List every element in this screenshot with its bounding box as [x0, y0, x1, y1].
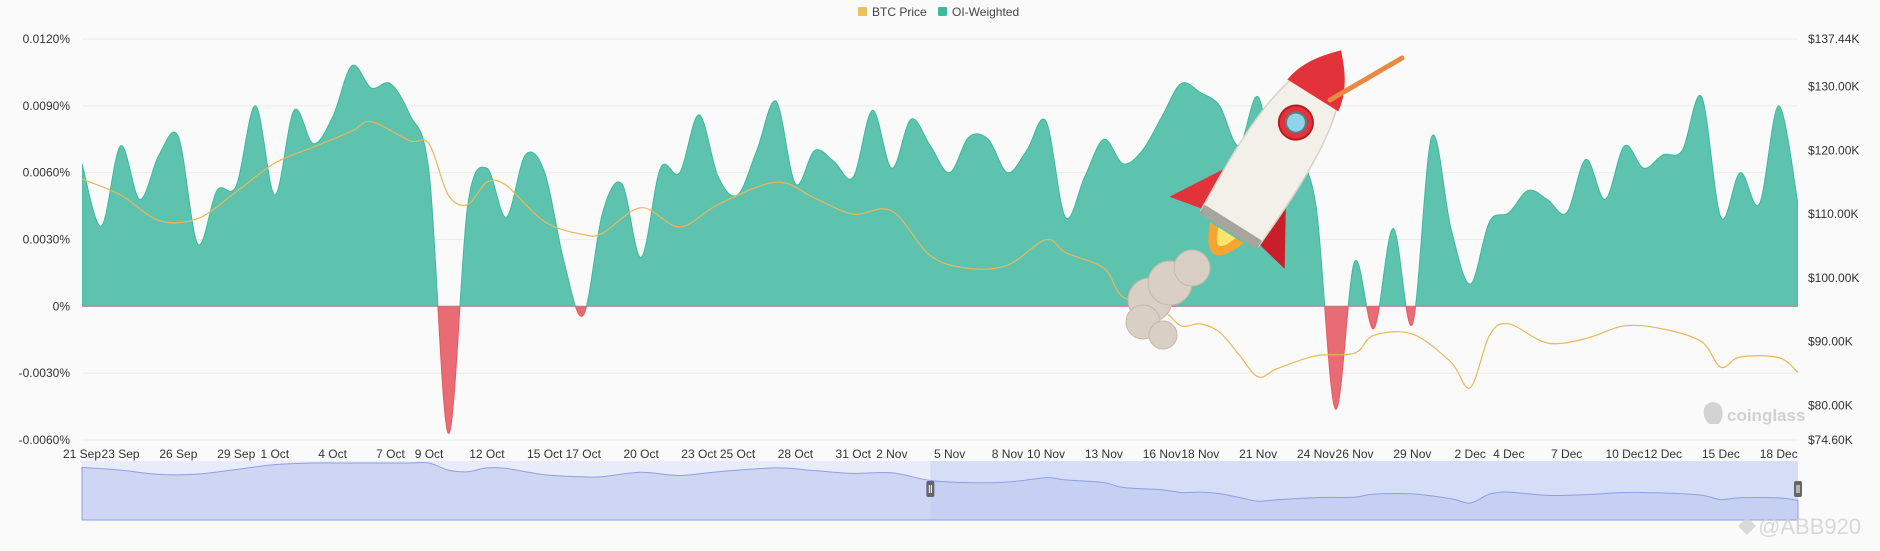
x-tick-label: 7 Dec	[1551, 447, 1582, 461]
left-tick-label: 0.0060%	[23, 166, 71, 180]
navigator-handle-left[interactable]	[926, 481, 935, 497]
x-axis: 21 Sep 23 Sep 26 Sep 29 Sep 1 Oct 4 Oct 7 Oct 9…	[63, 447, 1798, 461]
x-tick-label: 2 Dec	[1455, 447, 1486, 461]
legend[interactable]: BTC Price OI-Weighted	[858, 5, 1019, 19]
coinglass-logo-icon	[1703, 402, 1723, 424]
author-handle-text: @ABB920	[1758, 514, 1861, 539]
x-tick-label: 24 Nov	[1297, 447, 1335, 461]
right-tick-label: $110.00K	[1808, 207, 1859, 221]
oi-weighted-series	[82, 64, 1798, 434]
coinglass-watermark: coinglass	[1703, 402, 1805, 425]
rocket-nose	[1287, 50, 1345, 112]
legend-label-btc-price[interactable]: BTC Price	[872, 5, 927, 19]
right-tick-label: $80.00K	[1808, 399, 1853, 413]
x-tick-label: 28 Oct	[778, 447, 814, 461]
author-logo-icon	[1738, 517, 1756, 535]
rocket-illustration	[1125, 49, 1405, 350]
x-tick-label: 15 Dec	[1702, 447, 1740, 461]
x-tick-label: 26 Nov	[1336, 447, 1374, 461]
right-tick-label: $120.00K	[1808, 143, 1859, 157]
right-tick-label: $100.00K	[1808, 271, 1859, 285]
navigator-handle-right[interactable]	[1794, 481, 1802, 497]
x-tick-label: 5 Nov	[934, 447, 965, 461]
x-tick-label: 23 Sep	[102, 447, 140, 461]
x-tick-label: 21 Sep	[63, 447, 101, 461]
x-tick-label: 25 Oct	[720, 447, 756, 461]
x-tick-label: 26 Sep	[159, 447, 197, 461]
x-tick-label: 29 Sep	[217, 447, 255, 461]
x-tick-label: 10 Dec	[1605, 447, 1643, 461]
author-watermark: @ABB920	[1738, 514, 1861, 539]
x-tick-label: 16 Nov	[1143, 447, 1181, 461]
x-tick-label: 1 Oct	[260, 447, 289, 461]
x-tick-label: 21 Nov	[1239, 447, 1277, 461]
legend-swatch-oi-weighted	[938, 7, 947, 16]
left-tick-label: 0.0090%	[23, 99, 71, 113]
navigator[interactable]	[81, 461, 1802, 521]
x-tick-label: 13 Nov	[1085, 447, 1123, 461]
left-tick-label: 0.0030%	[23, 233, 71, 247]
right-tick-label: $90.00K	[1808, 335, 1853, 349]
x-tick-label: 23 Oct	[681, 447, 717, 461]
oi-weighted-area-positive	[82, 64, 1798, 307]
left-tick-label: -0.0060%	[19, 433, 71, 447]
x-tick-label: 10 Nov	[1027, 447, 1065, 461]
x-tick-label: 15 Oct	[527, 447, 563, 461]
right-axis: $74.60K $80.00K $90.00K $100.00K $110.00K $12…	[1808, 32, 1859, 447]
x-tick-label: 8 Nov	[992, 447, 1023, 461]
x-tick-label: 7 Oct	[376, 447, 405, 461]
right-tick-label: $74.60K	[1808, 433, 1853, 447]
rocket-smoke	[1125, 249, 1211, 350]
x-tick-label: 18 Dec	[1760, 447, 1798, 461]
left-tick-label: 0.0120%	[23, 32, 71, 46]
rocket-needle	[1327, 55, 1405, 103]
x-tick-label: 4 Dec	[1493, 447, 1524, 461]
x-tick-label: 31 Oct	[836, 447, 872, 461]
coinglass-brand-text: coinglass	[1727, 406, 1805, 425]
right-tick-label: $130.00K	[1808, 79, 1859, 93]
x-tick-label: 18 Nov	[1181, 447, 1219, 461]
left-tick-label: -0.0030%	[19, 366, 71, 380]
navigator-price-area	[81, 461, 1799, 521]
left-tick-label: 0%	[53, 299, 71, 313]
right-tick-label: $137.44K	[1808, 32, 1859, 46]
x-tick-label: 2 Nov	[876, 447, 907, 461]
x-tick-label: 4 Oct	[318, 447, 347, 461]
legend-label-oi-weighted[interactable]: OI-Weighted	[952, 5, 1019, 19]
x-tick-label: 12 Dec	[1644, 447, 1682, 461]
x-tick-label: 20 Oct	[623, 447, 659, 461]
x-tick-label: 9 Oct	[415, 447, 444, 461]
rocket-fin-left	[1169, 164, 1232, 211]
x-tick-label: 29 Nov	[1393, 447, 1431, 461]
btc-price-line	[81, 120, 1799, 389]
legend-swatch-btc-price	[858, 7, 867, 16]
left-axis: -0.0060% -0.0030% 0% 0.0030% 0.0060% 0.0090% 0…	[19, 32, 71, 447]
x-tick-label: 17 Oct	[566, 447, 602, 461]
x-tick-label: 12 Oct	[469, 447, 505, 461]
